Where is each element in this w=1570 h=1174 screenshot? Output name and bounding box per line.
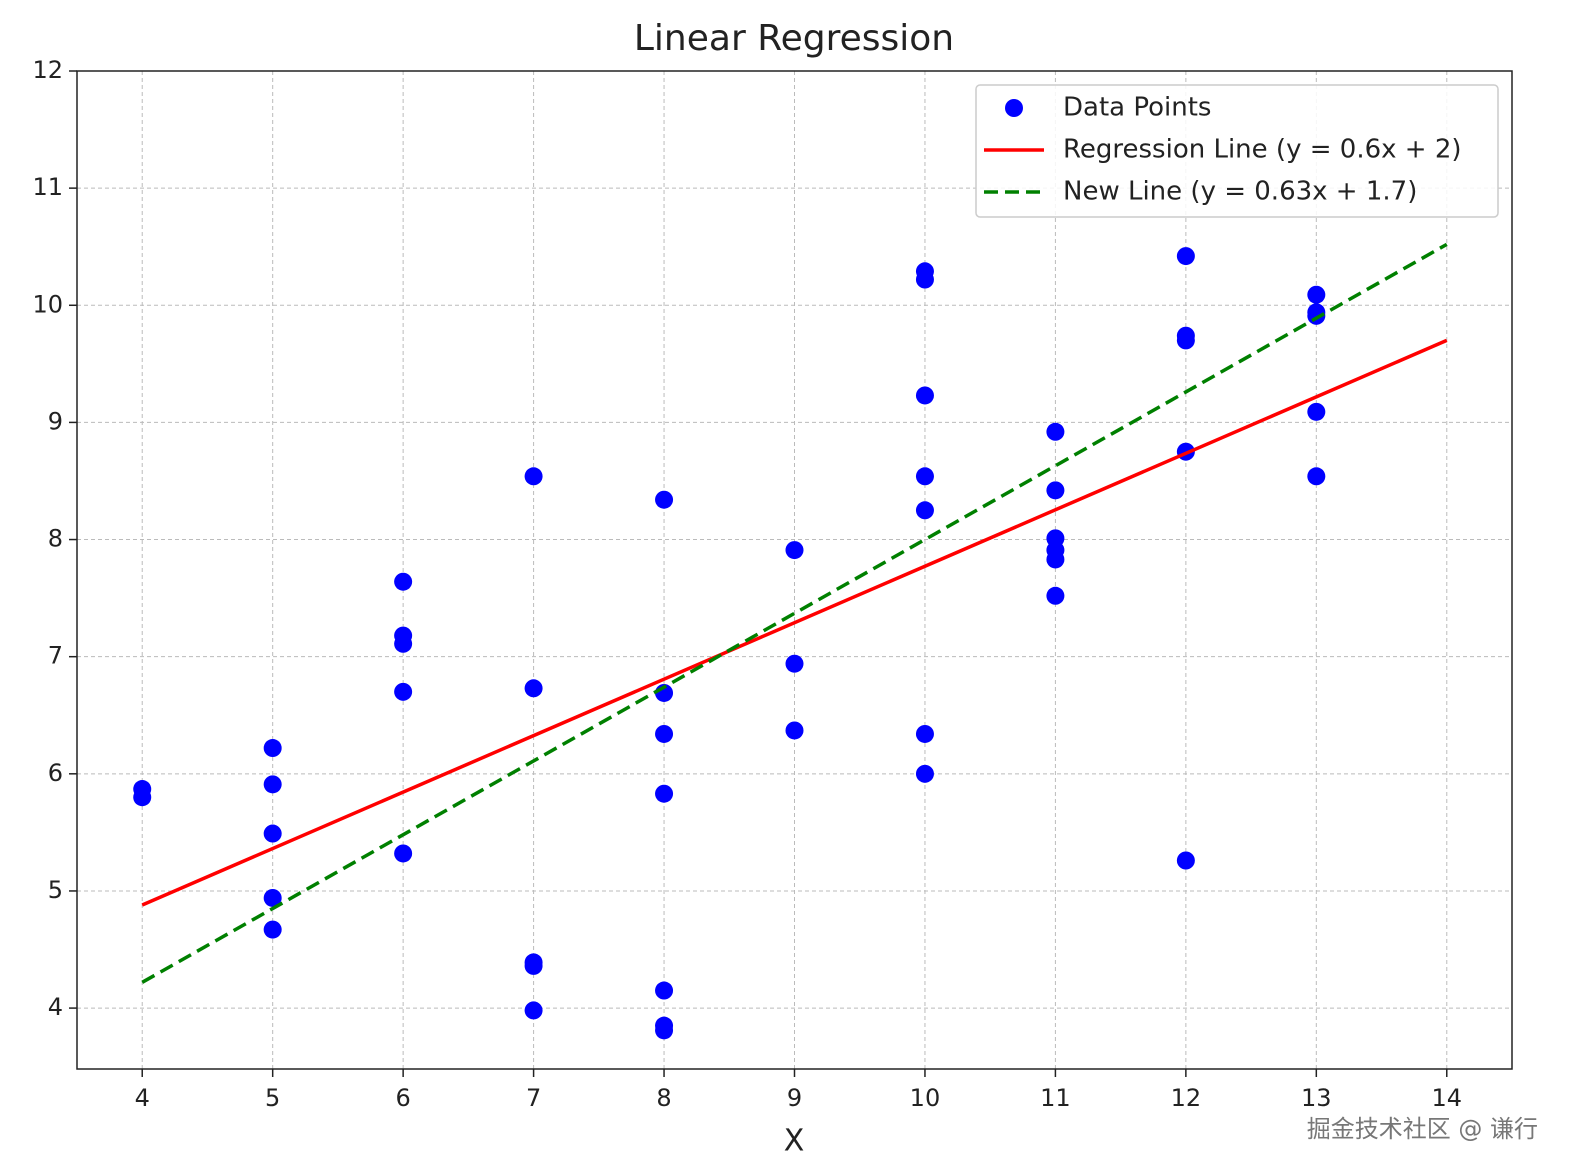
data-point xyxy=(655,784,674,803)
data-point xyxy=(655,1021,674,1040)
plot-frame xyxy=(76,70,1513,1070)
data-point xyxy=(1307,285,1326,304)
data-point xyxy=(524,467,543,486)
data-point xyxy=(263,888,282,907)
data-point xyxy=(263,920,282,939)
data-point xyxy=(394,634,413,653)
legend-marker xyxy=(1005,99,1023,117)
y-tick-label: 9 xyxy=(48,407,63,435)
data-point xyxy=(524,956,543,975)
data-point xyxy=(1176,331,1195,350)
data-point xyxy=(785,654,804,673)
data-point xyxy=(1307,402,1326,421)
legend-label: New Line (y = 0.63x + 1.7) xyxy=(1063,177,1417,207)
y-tick-label: 8 xyxy=(48,525,63,553)
data-point xyxy=(1307,306,1326,325)
data-point xyxy=(915,724,934,743)
y-tick-label: 12 xyxy=(32,56,63,84)
x-tick-label: 10 xyxy=(910,1084,941,1112)
y-tick-label: 7 xyxy=(48,642,63,670)
data-point xyxy=(915,386,934,405)
x-tick-label: 7 xyxy=(526,1084,541,1112)
data-point xyxy=(785,721,804,740)
data-point xyxy=(1046,586,1065,605)
data-point xyxy=(394,844,413,863)
data-point xyxy=(1176,247,1195,266)
data-point xyxy=(263,824,282,843)
data-point xyxy=(394,572,413,591)
data-point xyxy=(915,467,934,486)
x-tick-label: 8 xyxy=(656,1084,671,1112)
x-tick-label: 6 xyxy=(395,1084,410,1112)
data-point xyxy=(1176,851,1195,870)
y-tick-label: 10 xyxy=(32,290,63,318)
legend-label: Data Points xyxy=(1063,93,1211,123)
legend-label: Regression Line (y = 0.6x + 2) xyxy=(1063,135,1462,165)
data-point xyxy=(1046,481,1065,500)
data-point xyxy=(915,270,934,289)
line xyxy=(141,242,1448,984)
x-tick-label: 9 xyxy=(787,1084,802,1112)
data-point xyxy=(1046,422,1065,441)
data-point xyxy=(524,679,543,698)
data-point xyxy=(915,501,934,520)
x-axis-label: X xyxy=(784,1124,805,1159)
y-tick-label: 6 xyxy=(48,759,63,787)
data-point xyxy=(655,724,674,743)
y-tick-label: 11 xyxy=(32,173,63,201)
x-tick-label: 13 xyxy=(1301,1084,1332,1112)
y-tick-label: 4 xyxy=(48,993,63,1021)
x-tick-label: 5 xyxy=(265,1084,280,1112)
y-tick-label: 5 xyxy=(48,876,63,904)
x-tick-label: 11 xyxy=(1040,1084,1071,1112)
data-point xyxy=(263,775,282,794)
data-point xyxy=(524,1001,543,1020)
data-point xyxy=(133,788,152,807)
watermark: 掘金技术社区 @ 谦行 xyxy=(1307,1115,1538,1143)
data-point xyxy=(655,490,674,509)
data-point xyxy=(655,981,674,1000)
x-tick-label: 4 xyxy=(135,1084,150,1112)
x-tick-label: 12 xyxy=(1171,1084,1202,1112)
data-point xyxy=(915,764,934,783)
legend-box xyxy=(975,84,1499,218)
legend: Data Points Regression Line (y = 0.6x + 2… xyxy=(975,84,1499,218)
line xyxy=(141,338,1448,907)
chart-title: Linear Regression xyxy=(634,18,954,59)
data-point xyxy=(1307,467,1326,486)
data-point xyxy=(394,682,413,701)
x-tick-label: 14 xyxy=(1431,1084,1462,1112)
data-point xyxy=(263,739,282,758)
data-point xyxy=(785,541,804,560)
data-point xyxy=(1046,550,1065,569)
